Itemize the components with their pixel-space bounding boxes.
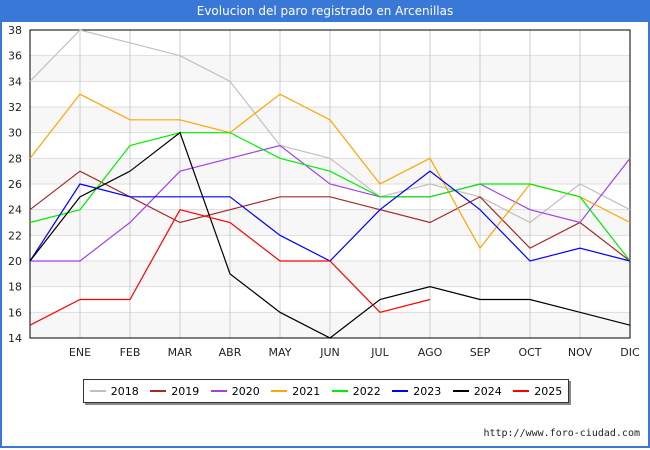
- legend-swatch: [331, 390, 348, 392]
- legend-item-2023: 2023: [392, 385, 441, 398]
- series-line-2025: [29, 208, 431, 326]
- legend-item-2024: 2024: [452, 384, 502, 398]
- legend-item-2019: 2019: [150, 385, 199, 398]
- legend-label: 2018: [110, 384, 139, 398]
- y-tick-label: 20: [8, 255, 22, 268]
- legend-label: 2024: [473, 384, 502, 398]
- legend-label: 2019: [171, 384, 200, 398]
- series-line-2022: [29, 132, 631, 262]
- y-tick-label: 32: [8, 101, 22, 114]
- x-tick-label: JUN: [319, 346, 340, 359]
- y-tick-label: 34: [8, 75, 22, 88]
- legend-item-2018: 2018: [89, 384, 139, 398]
- source-url: http://www.foro-ciudad.com: [483, 428, 640, 439]
- x-tick-label: JUL: [370, 346, 389, 359]
- y-tick-label: 24: [8, 204, 22, 217]
- y-tick-label: 22: [8, 229, 22, 242]
- legend-item-2021: 2021: [271, 385, 320, 398]
- x-tick-label: SEP: [470, 346, 491, 359]
- y-tick-label: 18: [8, 281, 22, 294]
- legend-swatch: [513, 390, 530, 392]
- x-tick-label: OCT: [518, 346, 541, 359]
- y-tick-label: 38: [8, 24, 22, 37]
- x-tick-label: MAY: [269, 346, 292, 359]
- y-tick-label: 28: [8, 152, 22, 165]
- legend-item-2025: 2025: [513, 385, 562, 398]
- legend-swatch: [150, 390, 167, 392]
- legend-swatch: [89, 390, 106, 392]
- legend-item-2022: 2022: [331, 384, 381, 398]
- x-tick-label: ENE: [69, 346, 91, 359]
- legend-item-2020: 2020: [210, 384, 260, 398]
- legend-swatch: [271, 390, 288, 392]
- x-tick-label: AGO: [418, 346, 443, 359]
- x-tick-label: NOV: [568, 346, 593, 359]
- series-line-2024: [29, 131, 631, 339]
- legend-label: 2021: [292, 384, 321, 398]
- legend-label: 2025: [534, 384, 563, 398]
- series-line-2020: [30, 144, 631, 262]
- y-tick-label: 26: [8, 178, 22, 191]
- legend-swatch: [210, 390, 227, 392]
- x-tick-label: ABR: [219, 346, 242, 359]
- legend-label: 2022: [352, 384, 381, 398]
- legend-swatch: [392, 390, 409, 392]
- y-tick-label: 30: [8, 127, 22, 140]
- legend: 2018 2019 2020 2021 2022 2023 2024 2025: [83, 379, 569, 403]
- y-tick-label: 14: [8, 332, 22, 345]
- y-tick-label: 16: [8, 306, 22, 319]
- y-tick-label: 36: [8, 50, 22, 63]
- legend-label: 2020: [231, 384, 260, 398]
- legend-label: 2023: [413, 384, 442, 398]
- x-tick-label: DIC: [620, 346, 640, 359]
- series-line-2018: [29, 29, 631, 224]
- x-tick-label: MAR: [168, 346, 193, 359]
- x-tick-label: FEB: [120, 346, 141, 359]
- legend-swatch: [452, 390, 469, 392]
- chart-title: Evolucion del paro registrado en Arcenil…: [0, 0, 650, 22]
